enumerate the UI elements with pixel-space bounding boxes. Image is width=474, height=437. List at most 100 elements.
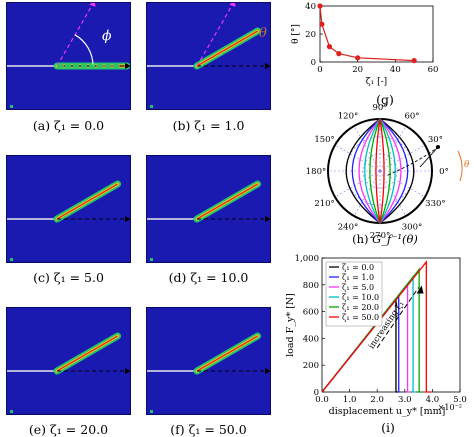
chart-i-xtick-label: 3.0 — [398, 395, 412, 405]
panel-c — [6, 155, 131, 263]
chart-h-angle-label: 30° — [428, 135, 443, 145]
chart-h-arrow — [387, 146, 439, 176]
panel-svg — [7, 332, 130, 413]
crack-band-core — [196, 183, 258, 220]
chart-i-ylabel: load F_y* [N] — [285, 293, 296, 357]
panel-svg — [147, 332, 270, 413]
chart-g-ytick-label: 0 — [311, 58, 316, 68]
chart-g-ytick-label: 20 — [305, 30, 316, 40]
chart-h-angle-label: 300° — [402, 222, 422, 232]
crack-band-core — [56, 335, 118, 372]
crack-band-core — [56, 183, 118, 220]
chart-i-legend-label: ζ₁ = 0.0 — [342, 263, 374, 272]
chart-i-xtick-label: 5.0 — [453, 395, 467, 405]
panel-e — [6, 307, 131, 415]
axis-marker — [10, 258, 13, 261]
chart-h-grid-spoke — [334, 144, 381, 172]
chart-i-legend-label: ζ₁ = 50.0 — [342, 313, 379, 322]
crack-band-core — [196, 30, 258, 67]
chart-h-angle-label: 240° — [338, 222, 358, 232]
crack-band-core — [196, 335, 258, 372]
panel-svg — [147, 180, 270, 261]
chart-i-ytick-label: 400 — [303, 334, 319, 344]
chart-h-grid-circle — [345, 136, 415, 206]
chart-i-xtick-label: 0.0 — [315, 395, 329, 405]
caption-f: (f) ζ₁ = 50.0 — [170, 422, 247, 437]
phi-angle-arc — [74, 34, 94, 67]
chart-h-radius-line — [419, 146, 439, 168]
phi-label: ϕ — [102, 28, 112, 44]
caption-h: (h) G_f⁻¹(θ) — [335, 232, 435, 246]
horizontal-arrow-head — [265, 368, 270, 374]
chart-g-xtick-label: 0 — [317, 65, 322, 75]
chart-i-series-line — [321, 267, 422, 393]
chart-h-curve — [364, 117, 396, 225]
chart-h-grid-spoke — [379, 125, 407, 172]
panel-d — [146, 155, 271, 263]
chart-h-grid-spoke — [353, 170, 381, 217]
caption-e: (e) ζ₁ = 20.0 — [28, 422, 109, 437]
chart-h-grid-spoke — [379, 170, 407, 217]
chart-h-arrow-dot — [436, 145, 440, 149]
chart-h-angle-label: 150° — [314, 135, 334, 145]
axis-marker — [10, 410, 13, 413]
chart-i-legend-box — [325, 261, 383, 327]
panel-svg: ϕ — [7, 3, 130, 108]
chart-h-curve — [345, 118, 415, 224]
chart-h-angle-label: 210° — [314, 199, 334, 209]
caption-g: (g) — [376, 92, 394, 107]
chart-g-frame — [319, 5, 434, 63]
horizontal-arrow-head — [265, 63, 270, 69]
chart-h-grid-spoke — [334, 170, 381, 198]
panel-f — [146, 307, 271, 415]
chart-i-xtick-label: 1.0 — [343, 395, 357, 405]
chart-g-point — [336, 51, 342, 57]
chart-g-xtick-label: 40 — [390, 65, 401, 75]
chart-g-line — [319, 5, 415, 62]
chart-h-curve — [369, 117, 391, 225]
caption-a: (a) ζ₁ = 0.0 — [32, 118, 105, 133]
axis-marker — [150, 410, 153, 413]
caption-h-label: G_f⁻¹(θ) — [372, 232, 418, 246]
chart-g-ytick-label: 40 — [305, 2, 316, 12]
panel-svg: θ — [147, 3, 270, 108]
chart-g-xlabel: ζ₁ [-] — [366, 77, 387, 87]
magenta-dashed-arrow — [56, 3, 94, 67]
chart-g-point — [355, 55, 361, 61]
chart-i-xtick-label: 2.0 — [370, 395, 384, 405]
theta-label: θ — [259, 26, 267, 41]
chart-i-ytick-label: 0 — [314, 388, 319, 398]
chart-i-xlabel: displacement u_y* [mm] — [329, 406, 446, 417]
chart-i-series-line — [321, 260, 432, 393]
chart-h-outer-circle — [327, 118, 433, 224]
chart-i-legend-label: ζ₁ = 20.0 — [342, 303, 379, 312]
axis-marker — [150, 258, 153, 261]
horizontal-arrow-head — [125, 368, 130, 374]
chart-i-series-line — [321, 282, 411, 393]
caption-c: (c) ζ₁ = 5.0 — [33, 270, 104, 285]
chart-h-theta-arc — [457, 150, 463, 182]
chart-g-point — [319, 21, 325, 27]
chart-i-frame — [321, 257, 461, 393]
chart-i-legend-label: ζ₁ = 10.0 — [342, 293, 379, 302]
horizontal-arrow-head — [265, 216, 270, 222]
chart-h-curve — [375, 118, 385, 224]
chart-i-xmultiplier: ×10⁻² — [438, 403, 462, 412]
chart-g-point — [317, 3, 323, 9]
chart-i-increase-label: increasing ζ₁ — [367, 299, 407, 351]
magenta-arrow-head — [229, 3, 236, 7]
chart-i-ytick-label: 600 — [303, 308, 319, 318]
chart-h-curve — [358, 117, 402, 225]
chart-h-grid-spoke — [353, 125, 381, 172]
chart-g-point — [326, 44, 333, 50]
chart-h-angle-label: 0° — [439, 167, 449, 177]
panel-a: ϕ — [6, 2, 131, 110]
chart-i-ytick-label: 1,000 — [295, 254, 319, 264]
chart-h-curve — [351, 118, 409, 224]
chart-i-ytick-label: 800 — [303, 281, 319, 291]
chart-h-grid-spoke — [379, 170, 426, 198]
chart-h-angle-label: 180° — [306, 167, 326, 177]
chart-h-angle-label: 330° — [425, 199, 445, 209]
caption-b: (b) ζ₁ = 1.0 — [172, 118, 245, 133]
chart-i-legend-label: ζ₁ = 1.0 — [342, 273, 374, 282]
